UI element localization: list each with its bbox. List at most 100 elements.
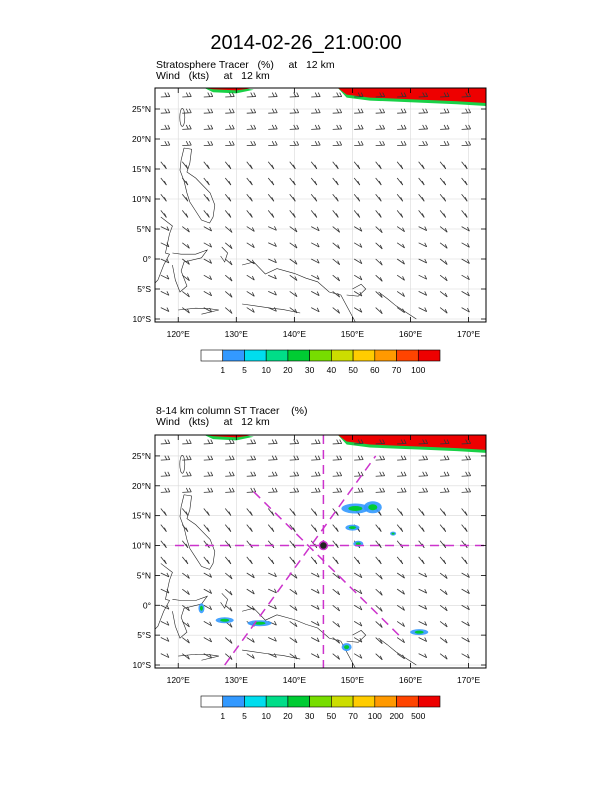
lat-tick-label: 5°N <box>137 570 151 580</box>
tracer-patch-core <box>355 542 361 546</box>
coastline <box>378 637 417 666</box>
panel1-field-label: Stratosphere Tracer (%) at 12 km <box>156 59 335 71</box>
lat-tick-label: 10°S <box>132 314 151 324</box>
colorbar-box <box>309 349 332 362</box>
tracer-patch-core <box>348 505 363 511</box>
lon-tick-label: 120°E <box>167 329 191 339</box>
coastline <box>154 216 173 284</box>
tracer-patch-core <box>253 621 266 625</box>
tracer-patch-core <box>199 605 203 611</box>
colorbar-label: 20 <box>283 365 293 375</box>
tracer-patch-core <box>348 526 356 530</box>
lat-tick-label: 0° <box>143 254 151 264</box>
lat-tick-label: 5°N <box>137 224 151 234</box>
colorbar-label: 10 <box>261 365 271 375</box>
tracer-patch-core <box>344 645 350 650</box>
colorbar-label: 40 <box>327 365 337 375</box>
lat-tick-label: 10°N <box>132 541 151 551</box>
map-frame <box>154 87 487 323</box>
cross-section-se <box>253 491 400 636</box>
lon-tick-label: 170°E <box>457 329 481 339</box>
coastline-taiwan <box>179 454 186 474</box>
colorbar-label: 20 <box>283 711 293 721</box>
lat-tick-label: 5°S <box>137 630 151 640</box>
lon-tick-label: 150°E <box>341 329 365 339</box>
colorbar-label: 5 <box>242 365 247 375</box>
colorbar-box <box>287 349 310 362</box>
map-background <box>155 88 486 322</box>
figure-title: 2014-02-26_21:00:00 <box>210 32 402 54</box>
colorbar-label: 100 <box>368 711 382 721</box>
colorbar-box <box>331 349 354 362</box>
coastline <box>172 249 209 293</box>
colorbar-box <box>396 349 419 362</box>
lat-tick-label: 20°N <box>132 134 151 144</box>
center-marker <box>318 540 329 551</box>
tracer-patch-core <box>220 618 230 622</box>
lon-tick-label: 160°E <box>399 675 423 685</box>
lat-tick-label: 0° <box>143 600 151 610</box>
coastline <box>242 303 301 314</box>
tracer-patch-core <box>368 504 378 511</box>
colorbar-box <box>200 349 224 362</box>
coastline <box>378 291 417 320</box>
lat-tick-label: 25°N <box>132 451 151 461</box>
colorbar-box <box>374 695 397 708</box>
colorbar-box <box>222 695 245 708</box>
lon-tick-label: 130°E <box>225 329 249 339</box>
colorbar-box <box>244 349 267 362</box>
colorbar-box <box>396 695 419 708</box>
panel1-map: 120°E 130°E 140°E 150°E 160°E 170°E 25°N 20°N 15… <box>132 87 487 339</box>
lon-tick-label: 140°E <box>283 329 307 339</box>
coastline <box>242 649 301 660</box>
colorbar-label: 60 <box>370 365 380 375</box>
colorbar-box <box>331 695 354 708</box>
coastline-taiwan <box>179 108 186 127</box>
tracer-patch-core <box>414 630 424 634</box>
lat-tick-label: 10°S <box>132 660 151 670</box>
tracer-core-1 <box>337 88 486 103</box>
lon-tick-label: 150°E <box>341 675 365 685</box>
colorbar-label: 50 <box>327 711 337 721</box>
colorbar-box <box>352 349 376 362</box>
lat-tick-label: 20°N <box>132 481 151 491</box>
colorbar-label: 30 <box>305 365 315 375</box>
map-frame <box>154 434 487 669</box>
cross-section-ne <box>224 455 377 666</box>
lon-tick-label: 140°E <box>283 675 307 685</box>
colorbar-box <box>222 349 245 362</box>
coastline <box>154 563 173 630</box>
panel2-wind-label: Wind (kts) at 12 km <box>156 416 270 428</box>
colorbar-box <box>352 695 376 708</box>
colorbar-box <box>265 695 289 708</box>
wind-barbs <box>160 439 471 661</box>
panel1-colorbar: 1 5 10 20 30 40 50 60 70 100 <box>200 349 441 375</box>
colorbar-label: 100 <box>411 365 425 375</box>
colorbar-box <box>374 349 397 362</box>
wind-barbs <box>160 92 471 315</box>
panel1-wind-label: Wind (kts) at 12 km <box>156 70 270 82</box>
colorbar-label: 200 <box>389 711 403 721</box>
tracer-patch-core <box>391 532 395 535</box>
panel2-colorbar: 1 5 10 20 30 50 70 100 200 500 <box>200 695 441 721</box>
lat-tick-label: 25°N <box>132 104 151 114</box>
colorbar-label: 70 <box>348 711 358 721</box>
lat-tick-label: 5°S <box>137 284 151 294</box>
coastline <box>346 629 367 643</box>
tracer-core-0 <box>204 435 254 438</box>
coastline <box>172 595 209 639</box>
colorbar-label: 30 <box>305 711 315 721</box>
tracer-core-1 <box>337 435 486 450</box>
colorbar-label: 1 <box>220 365 225 375</box>
lon-tick-label: 160°E <box>399 329 423 339</box>
colorbar-box <box>309 695 332 708</box>
coastline <box>220 593 228 609</box>
lon-tick-label: 130°E <box>225 675 249 685</box>
lat-tick-label: 15°N <box>132 164 151 174</box>
map-background <box>155 435 486 668</box>
coastline <box>220 246 228 263</box>
lon-tick-label: 120°E <box>167 675 191 685</box>
colorbar-label: 500 <box>411 711 425 721</box>
colorbar-box <box>244 695 267 708</box>
panel2-map: 120°E 130°E 140°E 150°E 160°E 170°E 25°N 20°N 15… <box>132 434 487 685</box>
